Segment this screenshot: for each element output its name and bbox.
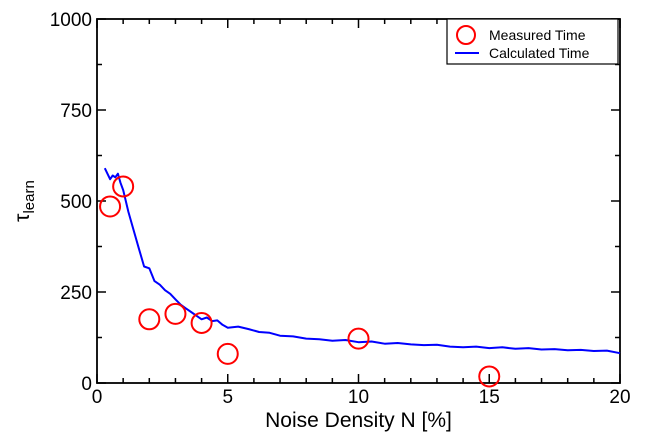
legend-label-calculated: Calculated Time	[489, 45, 590, 61]
legend-label-measured: Measured Time	[489, 27, 586, 43]
measured-time-point	[164, 302, 187, 325]
y-axis-label: τlearn	[11, 180, 38, 222]
measured-time-point	[347, 327, 370, 350]
measured-time-point	[138, 308, 161, 331]
x-tick-label: 0	[92, 387, 103, 408]
measured-time-point	[216, 342, 239, 365]
measured-time-point	[112, 175, 135, 198]
x-tick-label: 20	[609, 387, 630, 408]
measured-time-point	[99, 195, 122, 218]
legend: Measured Time Calculated Time	[446, 18, 619, 65]
y-tick-label: 1000	[50, 10, 92, 31]
legend-marker-measured	[456, 25, 476, 45]
x-tick-label: 5	[222, 387, 233, 408]
calculated-time-line	[103, 167, 621, 355]
y-tick-label: 500	[60, 192, 92, 213]
x-tick-label: 10	[348, 387, 369, 408]
x-axis-label: Noise Density N [%]	[265, 409, 452, 432]
measured-time-point	[190, 311, 213, 334]
y-tick-label: 250	[60, 283, 92, 304]
y-tick-label: 0	[81, 374, 92, 395]
legend-box	[446, 18, 619, 65]
plot-area	[99, 167, 621, 388]
y-axis-label-sub: learn	[21, 180, 38, 213]
y-tick-label: 750	[60, 101, 92, 122]
tick-labels: 0 5 10 15 20 0 250 500 750 1000	[50, 10, 631, 408]
x-tick-label: 15	[479, 387, 500, 408]
measured-time-point	[478, 365, 501, 388]
y-axis-label-main: τ	[11, 213, 34, 222]
